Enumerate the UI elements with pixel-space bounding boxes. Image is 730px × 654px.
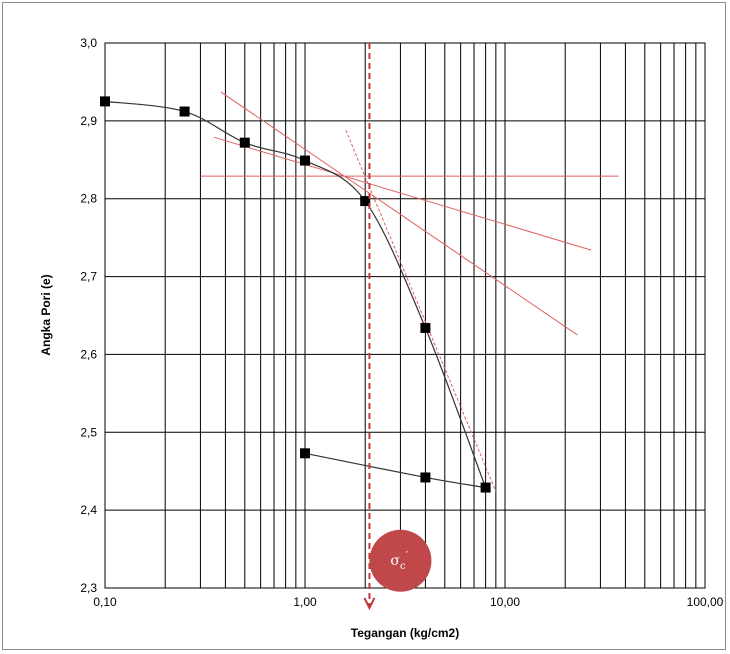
y-tick-label: 2,7 bbox=[80, 270, 97, 284]
y-tick-label: 2,4 bbox=[80, 503, 97, 517]
data-point-marker bbox=[100, 96, 110, 107]
x-tick-labels: 0,10 1,00 10,00 100,00 bbox=[93, 595, 723, 609]
sigma-c-bubble bbox=[369, 529, 432, 592]
x-tick-label: 0,10 bbox=[93, 595, 117, 609]
construction-line-bisector bbox=[220, 91, 578, 336]
series-line-unloading bbox=[304, 452, 486, 489]
x-tick-label: 1,00 bbox=[293, 595, 317, 609]
x-axis-label: Tegangan (kg/cm2) bbox=[351, 626, 459, 640]
y-tick-labels: 2,3 2,4 2,5 2,6 2,7 2,8 2,9 3,0 bbox=[80, 36, 97, 595]
y-tick-label: 2,6 bbox=[80, 347, 97, 361]
data-point-marker bbox=[179, 106, 190, 117]
y-axis-label: Angka Pori (e) bbox=[39, 274, 53, 355]
y-tick-label: 2,3 bbox=[80, 581, 97, 595]
construction-lines bbox=[200, 91, 619, 492]
data-point-marker bbox=[480, 482, 491, 493]
data-point-marker bbox=[360, 196, 371, 207]
data-markers bbox=[100, 96, 491, 493]
series-line-loading bbox=[104, 100, 487, 488]
arrow-head-icon bbox=[363, 597, 376, 611]
data-point-marker bbox=[239, 137, 250, 148]
y-tick-label: 3,0 bbox=[80, 36, 97, 50]
y-tick-label: 2,8 bbox=[80, 192, 97, 206]
x-tick-label: 100,00 bbox=[687, 595, 724, 609]
y-tick-label: 2,5 bbox=[80, 425, 97, 439]
y-tick-label: 2,9 bbox=[80, 114, 97, 128]
construction-line-tangent bbox=[213, 136, 592, 251]
data-point-marker bbox=[420, 472, 431, 483]
data-point-marker bbox=[300, 448, 310, 459]
chart-grid bbox=[104, 42, 706, 589]
data-point-marker bbox=[420, 322, 431, 333]
x-tick-label: 10,00 bbox=[490, 595, 520, 609]
annotation-layer: σc′ bbox=[363, 43, 432, 611]
data-curves bbox=[104, 100, 487, 489]
data-point-marker bbox=[300, 155, 310, 166]
construction-line-virgin-extension bbox=[345, 130, 497, 492]
plot-area bbox=[104, 42, 706, 589]
